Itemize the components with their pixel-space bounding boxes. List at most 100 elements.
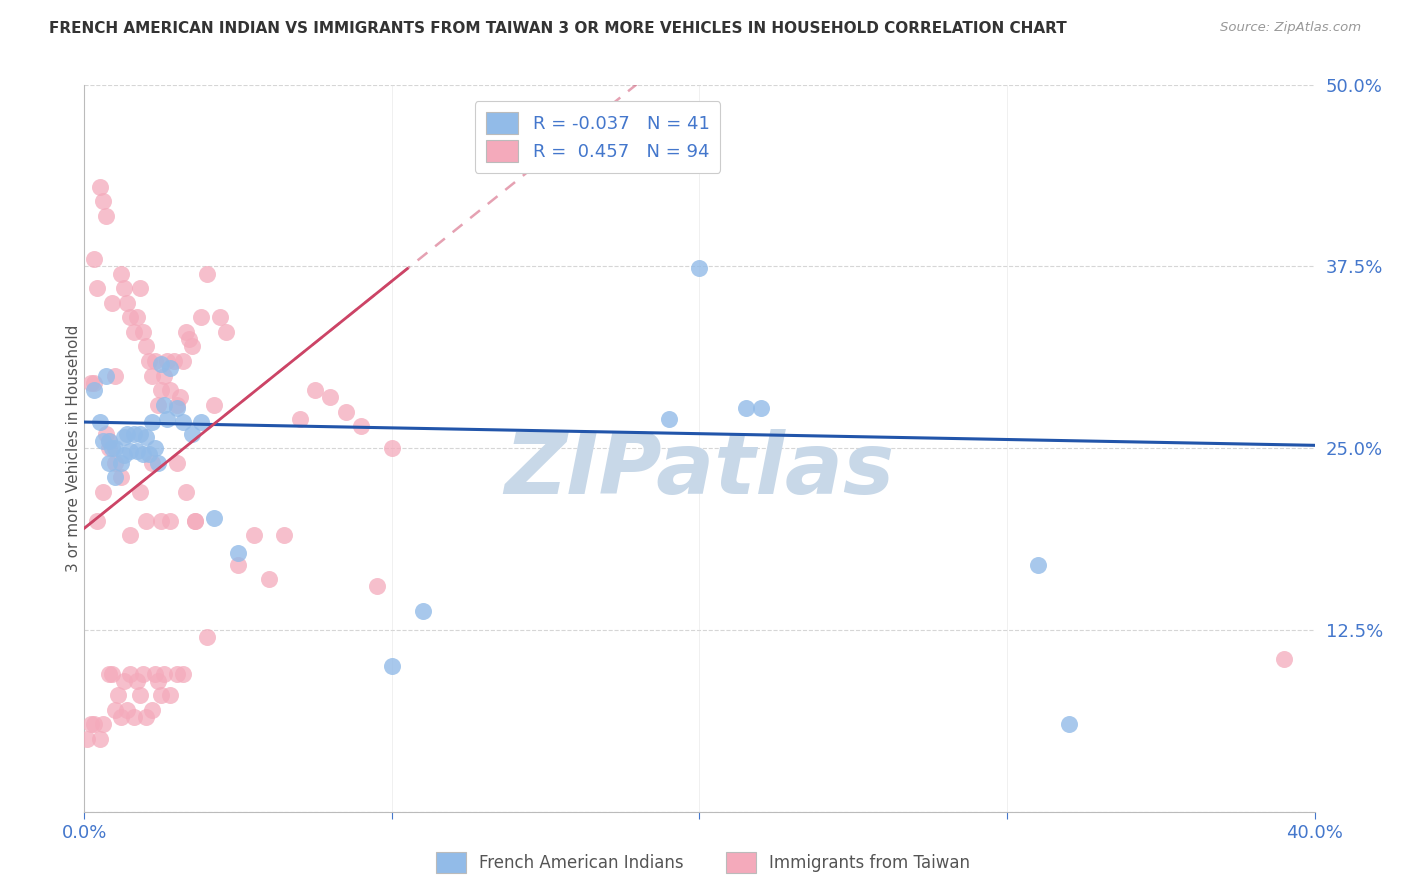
Point — [112, 281, 135, 295]
Point — [101, 296, 124, 310]
Point — [181, 339, 204, 353]
Point — [273, 528, 295, 542]
Point — [89, 731, 111, 746]
Point — [86, 281, 108, 295]
Point — [94, 426, 117, 441]
Point — [335, 405, 357, 419]
Point — [128, 426, 150, 441]
Point — [141, 456, 163, 470]
Point — [138, 354, 160, 368]
Point — [110, 267, 132, 281]
Point — [190, 415, 212, 429]
Point — [658, 412, 681, 426]
Y-axis label: 3 or more Vehicles in Household: 3 or more Vehicles in Household — [66, 325, 80, 572]
Point — [104, 470, 127, 484]
Point — [117, 426, 139, 441]
Point — [98, 456, 120, 470]
Point — [166, 398, 188, 412]
Point — [132, 666, 155, 681]
Point — [76, 731, 98, 746]
Point — [120, 528, 142, 542]
Text: FRENCH AMERICAN INDIAN VS IMMIGRANTS FROM TAIWAN 3 OR MORE VEHICLES IN HOUSEHOLD: FRENCH AMERICAN INDIAN VS IMMIGRANTS FRO… — [49, 21, 1067, 36]
Point — [79, 376, 101, 390]
Point — [153, 398, 176, 412]
Point — [117, 296, 139, 310]
Point — [125, 310, 148, 325]
Point — [190, 310, 212, 325]
Point — [288, 412, 311, 426]
Point — [166, 456, 188, 470]
Point — [94, 368, 117, 383]
Point — [174, 325, 197, 339]
Point — [412, 604, 434, 618]
Point — [156, 354, 179, 368]
Point — [98, 434, 120, 448]
Point — [135, 339, 157, 353]
Point — [135, 514, 157, 528]
Point — [110, 456, 132, 470]
Point — [749, 401, 772, 415]
Point — [197, 630, 219, 644]
Point — [156, 412, 179, 426]
Point — [226, 546, 249, 560]
Point — [143, 666, 166, 681]
Point — [242, 528, 264, 542]
Point — [89, 415, 111, 429]
Point — [94, 209, 117, 223]
Point — [112, 429, 135, 443]
Point — [89, 179, 111, 194]
Point — [83, 376, 105, 390]
Point — [141, 703, 163, 717]
Point — [143, 354, 166, 368]
Point — [1272, 652, 1295, 666]
Point — [150, 689, 173, 703]
Point — [79, 717, 101, 731]
Point — [172, 666, 194, 681]
Point — [128, 281, 150, 295]
Point — [104, 703, 127, 717]
Point — [177, 332, 200, 346]
Point — [104, 368, 127, 383]
Point — [162, 354, 184, 368]
Point — [153, 666, 176, 681]
Point — [101, 442, 124, 455]
Point — [148, 673, 170, 688]
Point — [104, 442, 127, 455]
Text: Source: ZipAtlas.com: Source: ZipAtlas.com — [1220, 21, 1361, 34]
Point — [381, 659, 404, 673]
Point — [169, 390, 191, 404]
Point — [91, 717, 114, 731]
Point — [83, 252, 105, 267]
Point — [138, 447, 160, 461]
Point — [148, 398, 170, 412]
Point — [381, 442, 404, 455]
Point — [215, 325, 238, 339]
Point — [120, 310, 142, 325]
Point — [104, 456, 127, 470]
Point — [98, 442, 120, 455]
Text: ZIPatlas: ZIPatlas — [505, 428, 894, 511]
Point — [181, 426, 204, 441]
Point — [125, 673, 148, 688]
Point — [86, 514, 108, 528]
Point — [197, 267, 219, 281]
Point — [1057, 717, 1080, 731]
Point — [159, 361, 181, 376]
Point — [98, 666, 120, 681]
Legend: French American Indians, Immigrants from Taiwan: French American Indians, Immigrants from… — [429, 846, 977, 880]
Point — [107, 689, 129, 703]
Point — [125, 444, 148, 458]
Point — [166, 666, 188, 681]
Point — [159, 383, 181, 397]
Point — [128, 484, 150, 499]
Point — [166, 401, 188, 415]
Point — [304, 383, 326, 397]
Point — [734, 401, 756, 415]
Point — [141, 415, 163, 429]
Point — [122, 426, 145, 441]
Point — [159, 514, 181, 528]
Point — [122, 710, 145, 724]
Point — [83, 383, 105, 397]
Point — [159, 689, 181, 703]
Point — [350, 419, 373, 434]
